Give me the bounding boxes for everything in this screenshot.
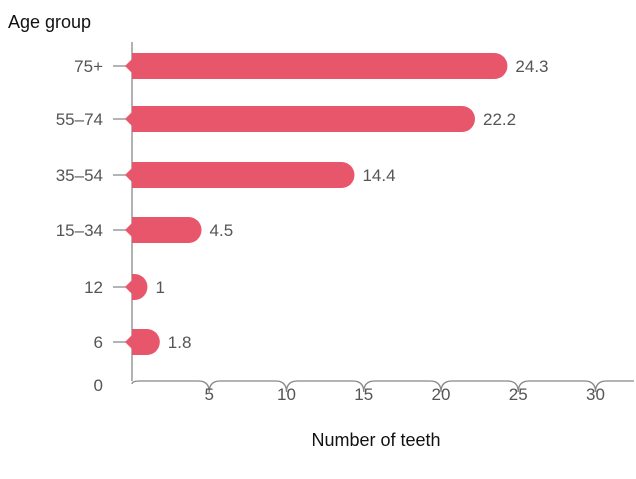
x-tick-label: 20 [432,385,451,404]
x-tick-label: 15 [354,385,373,404]
y-tick-label: 15–34 [56,221,103,240]
y-tick-label: 12 [84,278,103,297]
bar-arrowhead [125,168,132,182]
x-axis: 5 10 15 20 25 30 [131,380,634,404]
bar-value-label: 14.4 [362,166,395,185]
bar [132,217,202,243]
y-tick-label: 6 [94,333,103,352]
bar [132,106,475,132]
x-axis-title: Number of teeth [311,430,440,450]
bar-value-label: 22.2 [483,110,516,129]
y-tick-label: 55–74 [56,110,103,129]
bar-value-label: 4.5 [210,221,234,240]
x-tick-label: 5 [205,385,214,404]
bar-arrowhead [125,280,132,294]
bar-value-label: 1 [155,278,164,297]
bar [132,329,160,355]
y-axis-title: Age group [8,12,91,32]
x-axis-line [131,380,634,393]
bar [132,162,355,188]
bar-value-label: 1.8 [168,333,192,352]
zero-label: 0 [94,376,103,395]
x-tick-label: 10 [277,385,296,404]
x-tick-label: 25 [509,385,528,404]
y-tick-label: 75+ [74,57,103,76]
bar-value-label: 24.3 [515,57,548,76]
y-tick-label: 35–54 [56,166,103,185]
bar-arrowhead [125,223,132,237]
bar [132,274,148,300]
bar-arrowhead [125,59,132,73]
bars-group: 24.3 75+ 22.2 55–74 14.4 35–54 4.5 15–34 1 12 1.8 6 [56,53,549,355]
x-tick-label: 30 [586,385,605,404]
bar-arrowhead [125,335,132,349]
bar [132,53,508,79]
bar-arrowhead [125,112,132,126]
